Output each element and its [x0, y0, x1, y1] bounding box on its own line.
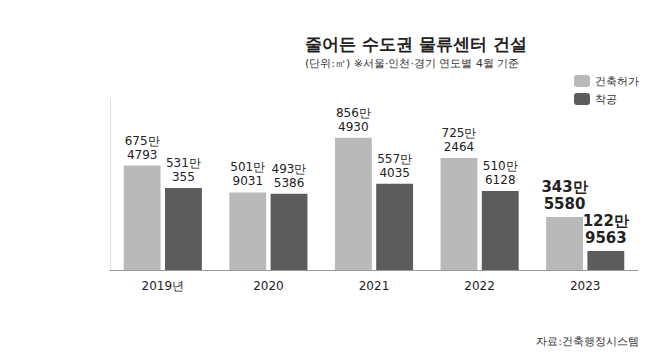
svg-text:착공: 착공	[595, 93, 617, 106]
svg-text:(단위:㎡) ※서울·인천·경기 연도별 4월 기준: (단위:㎡) ※서울·인천·경기 연도별 4월 기준	[305, 57, 519, 70]
svg-text:4035: 4035	[379, 166, 410, 180]
svg-text:건축허가: 건축허가	[595, 75, 639, 88]
svg-text:5386: 5386	[274, 176, 305, 190]
svg-text:510만: 510만	[483, 159, 518, 173]
svg-text:725만: 725만	[442, 126, 477, 140]
svg-text:4930: 4930	[338, 120, 369, 134]
svg-text:9563: 9563	[585, 229, 627, 247]
svg-text:6128: 6128	[485, 173, 516, 187]
svg-text:2019년: 2019년	[142, 279, 185, 293]
svg-text:343만: 343만	[541, 178, 587, 196]
svg-text:501만: 501만	[230, 160, 265, 174]
svg-text:2020: 2020	[253, 279, 284, 293]
svg-text:355: 355	[172, 170, 195, 184]
svg-text:줄어든 수도권 물류센터 건설: 줄어든 수도권 물류센터 건설	[305, 34, 527, 54]
svg-text:493만: 493만	[272, 162, 307, 176]
svg-text:자료:건축행정시스템: 자료:건축행정시스템	[536, 335, 639, 348]
svg-text:531만: 531만	[166, 156, 201, 170]
svg-text:856만: 856만	[336, 106, 371, 120]
svg-text:5580: 5580	[544, 195, 586, 213]
svg-text:675만: 675만	[125, 134, 160, 148]
svg-text:122만: 122만	[583, 212, 629, 230]
svg-text:2021: 2021	[359, 279, 390, 293]
svg-text:557만: 557만	[377, 152, 412, 166]
svg-text:2023: 2023	[570, 279, 601, 293]
svg-text:2022: 2022	[464, 279, 495, 293]
svg-text:4793: 4793	[127, 148, 158, 162]
svg-text:2464: 2464	[444, 140, 475, 154]
svg-text:9031: 9031	[232, 174, 263, 188]
